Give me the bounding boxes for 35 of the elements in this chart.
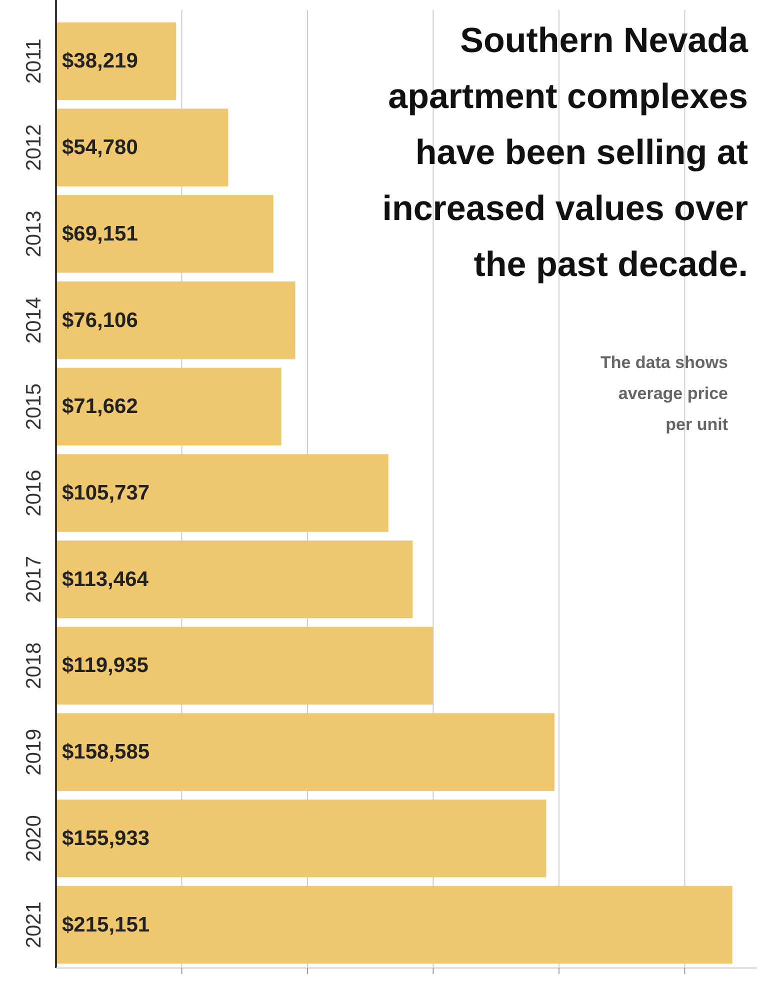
data-label: $76,106 xyxy=(62,308,138,332)
y-tick-label: 2018 xyxy=(22,642,46,690)
y-tick-label: 2011 xyxy=(22,38,46,84)
y-tick-label: 2019 xyxy=(22,728,46,776)
data-label: $38,219 xyxy=(62,50,138,73)
data-label: $105,737 xyxy=(62,482,150,504)
bar xyxy=(56,626,434,705)
bar xyxy=(56,281,296,360)
bar xyxy=(56,22,176,100)
y-tick-label: 2013 xyxy=(22,210,46,258)
data-label: $158,585 xyxy=(62,740,150,764)
y-tick-label: 2021 xyxy=(22,901,46,948)
text: Southern Nevada apartment complexes have been selling at increased values over the past decade. xyxy=(382,21,749,284)
data-label: $69,151 xyxy=(62,222,138,246)
data-label: $155,933 xyxy=(62,826,150,850)
data-label: $113,464 xyxy=(62,568,149,591)
bar xyxy=(56,800,546,878)
data-label: $54,780 xyxy=(62,136,138,160)
data-label: $71,662 xyxy=(62,395,138,418)
bar xyxy=(56,886,732,964)
y-tick-label: 2012 xyxy=(22,124,46,171)
data-label: $119,935 xyxy=(62,654,149,678)
bar xyxy=(56,713,555,791)
y-tick-label: 2017 xyxy=(22,556,46,603)
y-tick-label: 2020 xyxy=(22,815,46,862)
bar xyxy=(56,108,228,186)
y-tick-label: 2014 xyxy=(22,296,46,344)
data-label: $215,151 xyxy=(62,913,150,936)
bar xyxy=(56,195,274,273)
bar xyxy=(56,368,282,446)
bar xyxy=(56,540,413,618)
annotation: The data shows average price per unit xyxy=(600,353,728,434)
y-tick-label: 2016 xyxy=(22,470,46,516)
bar xyxy=(56,454,388,532)
y-tick-label: 2015 xyxy=(22,383,46,430)
